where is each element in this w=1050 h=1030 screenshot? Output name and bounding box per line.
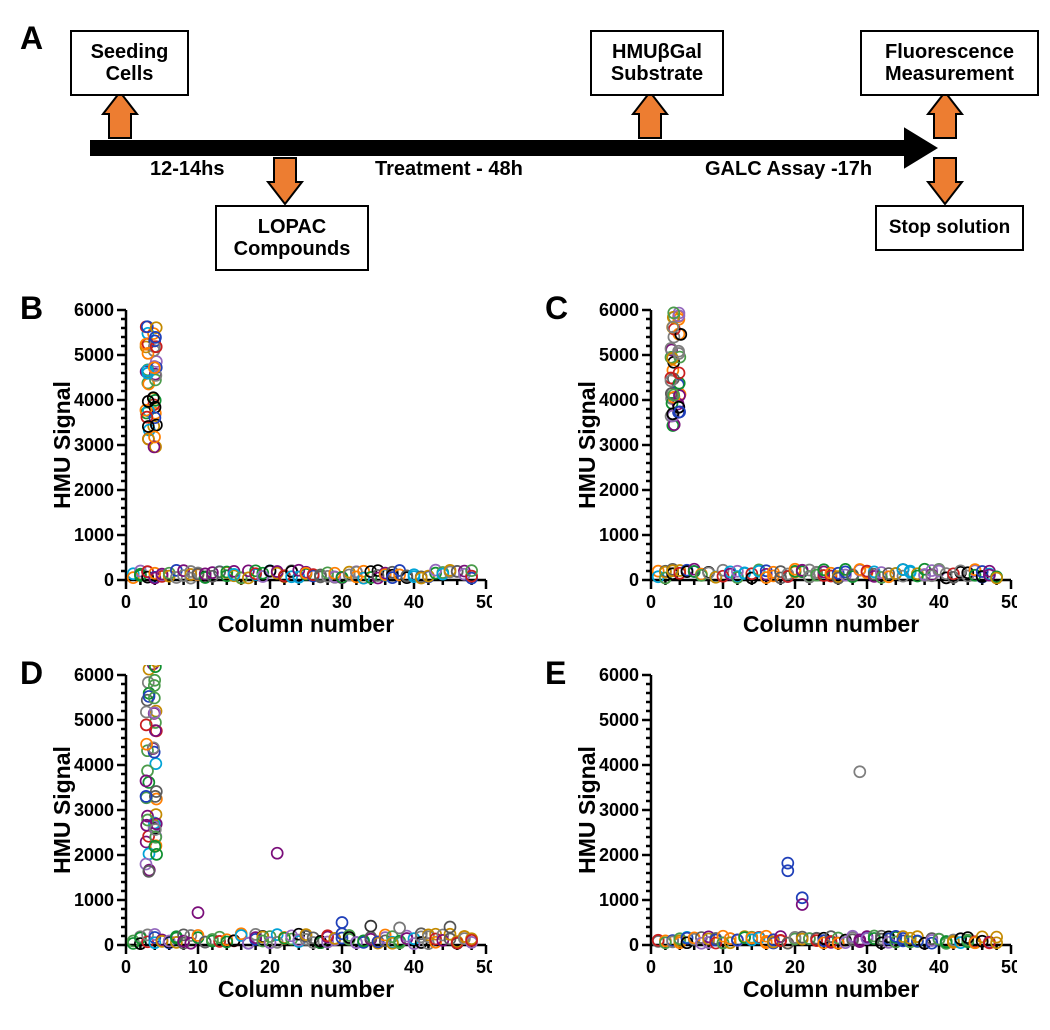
segment-seg2: Treatment - 48h (375, 158, 523, 181)
svg-text:50: 50 (476, 957, 492, 977)
step-fluor: Fluorescence Measurement (860, 30, 1039, 96)
figure-root: A 12-14hsTreatment - 48hGALC Assay -17hS… (20, 20, 1030, 1010)
panel-e-chart: 0 10 20 30 40 50 0 1000 2000 3000 4000 5000 6000 Colu… (577, 665, 1017, 1010)
svg-text:30: 30 (332, 957, 352, 977)
svg-text:Column number: Column number (743, 611, 919, 637)
segment-seg3: GALC Assay -17h (705, 158, 872, 181)
svg-text:HMU Signal: HMU Signal (577, 746, 600, 874)
svg-text:2000: 2000 (599, 845, 639, 865)
panel-c-chart: 0 10 20 30 40 50 0 1000 2000 3000 4000 5000 6000 Colu… (577, 300, 1017, 645)
svg-text:10: 10 (188, 592, 208, 612)
svg-text:HMU Signal: HMU Signal (577, 381, 600, 509)
panel-b-label: B (20, 290, 46, 327)
svg-text:1000: 1000 (599, 525, 639, 545)
svg-text:HMU Signal: HMU Signal (52, 381, 75, 509)
svg-text:30: 30 (857, 957, 877, 977)
panel-c-wrap: C 010203040500100020003000400050006000Co… (545, 300, 1030, 645)
panel-e-wrap: E 010203040500100020003000400050006000Co… (545, 665, 1030, 1010)
panel-c-label: C (545, 290, 571, 327)
svg-text:0: 0 (121, 957, 131, 977)
svg-text:20: 20 (785, 957, 805, 977)
panel-b-wrap: B 010203040500100020003000400050006000Co… (20, 300, 505, 645)
svg-text:Column number: Column number (218, 611, 394, 637)
svg-text:50: 50 (1001, 592, 1017, 612)
segment-seg1: 12-14hs (150, 158, 225, 181)
panel-d-chart: 0 10 20 30 40 50 0 1000 2000 3000 4000 5000 6000 Colu… (52, 665, 492, 1010)
svg-text:6000: 6000 (599, 300, 639, 320)
svg-text:1000: 1000 (74, 890, 114, 910)
svg-text:3000: 3000 (74, 435, 114, 455)
svg-text:30: 30 (332, 592, 352, 612)
svg-text:3000: 3000 (599, 800, 639, 820)
svg-text:2000: 2000 (74, 480, 114, 500)
chart-grid: B 010203040500100020003000400050006000Co… (20, 300, 1030, 1010)
panel-a: A 12-14hsTreatment - 48hGALC Assay -17hS… (20, 20, 1030, 280)
svg-text:40: 40 (404, 957, 424, 977)
svg-text:2000: 2000 (599, 480, 639, 500)
step-seeding: Seeding Cells (70, 30, 189, 96)
svg-text:50: 50 (476, 592, 492, 612)
svg-text:1000: 1000 (599, 890, 639, 910)
step-stop: Stop solution (875, 205, 1024, 251)
svg-text:2000: 2000 (74, 845, 114, 865)
svg-text:HMU Signal: HMU Signal (52, 746, 75, 874)
svg-text:40: 40 (404, 592, 424, 612)
svg-text:4000: 4000 (74, 390, 114, 410)
svg-text:4000: 4000 (74, 755, 114, 775)
svg-text:6000: 6000 (74, 665, 114, 685)
svg-text:0: 0 (646, 957, 656, 977)
svg-text:50: 50 (1001, 957, 1017, 977)
svg-text:10: 10 (188, 957, 208, 977)
svg-text:0: 0 (121, 592, 131, 612)
step-substrate: HMUβGal Substrate (590, 30, 724, 96)
panel-d-wrap: D 010203040500100020003000400050006000Co… (20, 665, 505, 1010)
svg-text:4000: 4000 (599, 390, 639, 410)
svg-text:Column number: Column number (743, 976, 919, 1002)
svg-text:6000: 6000 (599, 665, 639, 685)
step-lopac: LOPAC Compounds (215, 205, 369, 271)
svg-text:40: 40 (929, 957, 949, 977)
svg-text:10: 10 (713, 592, 733, 612)
svg-text:3000: 3000 (74, 800, 114, 820)
svg-text:0: 0 (629, 570, 639, 590)
svg-text:Column number: Column number (218, 976, 394, 1002)
svg-text:0: 0 (104, 570, 114, 590)
panel-b-chart: 0 10 20 30 40 50 0 1000 2000 3000 4000 5000 6000 Colu… (52, 300, 492, 645)
svg-text:20: 20 (785, 592, 805, 612)
svg-text:20: 20 (260, 592, 280, 612)
panel-e-label: E (545, 655, 571, 692)
svg-text:5000: 5000 (74, 710, 114, 730)
svg-text:10: 10 (713, 957, 733, 977)
svg-text:0: 0 (104, 935, 114, 955)
svg-text:40: 40 (929, 592, 949, 612)
svg-text:20: 20 (260, 957, 280, 977)
svg-text:0: 0 (646, 592, 656, 612)
svg-text:4000: 4000 (599, 755, 639, 775)
svg-text:5000: 5000 (74, 345, 114, 365)
svg-text:0: 0 (629, 935, 639, 955)
panel-d-label: D (20, 655, 46, 692)
svg-text:3000: 3000 (599, 435, 639, 455)
svg-text:30: 30 (857, 592, 877, 612)
svg-text:6000: 6000 (74, 300, 114, 320)
svg-text:5000: 5000 (599, 710, 639, 730)
svg-text:5000: 5000 (599, 345, 639, 365)
svg-text:1000: 1000 (74, 525, 114, 545)
